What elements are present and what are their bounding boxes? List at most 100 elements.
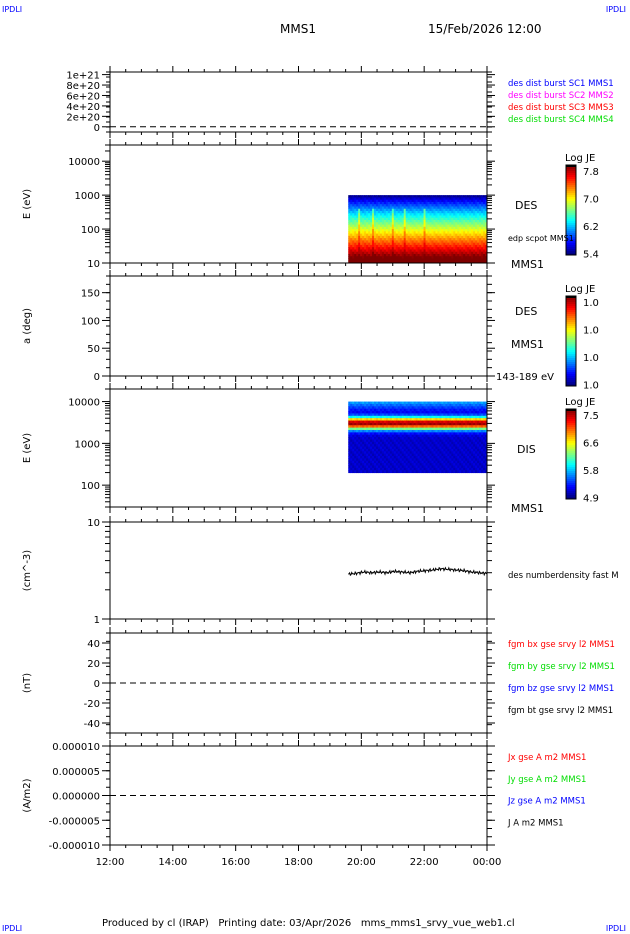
spectrogram-cell [389,208,393,212]
spectrogram-cell [447,235,450,239]
spectrogram-cell [352,251,355,255]
spectrogram-cell [483,453,486,457]
spectrogram-cell [439,458,442,462]
spectrogram-cell [467,425,470,429]
spectrogram-cell [479,215,482,219]
spectrogram-cell [354,403,357,407]
instrument-label: DES [515,305,537,318]
spectrogram-cell [447,201,450,205]
spectrogram-cell [407,238,411,241]
spectrogram-cell [483,456,486,459]
spectrogram-cell [425,229,429,232]
spectrogram-cell [397,258,401,262]
spectrogram-cell [403,408,407,412]
spectrogram-cell [354,451,357,455]
spectrogram-cell [409,260,413,264]
spectrogram-cell [399,448,403,452]
spectrogram-cell [481,441,484,445]
spectrogram-cell [429,408,432,412]
spectrogram-cell [459,411,462,414]
spectrogram-cell [415,215,419,219]
spectrogram-cell [354,240,357,244]
spectrogram-cell [385,408,389,412]
spectrogram-cell [407,208,411,212]
spectrogram-cell [435,448,438,452]
spectrogram-cell [379,210,383,214]
spectrogram-cell [362,222,365,226]
spectrogram-cell [348,208,351,212]
spectrogram-cell [475,439,478,443]
spectrogram-cell [370,403,373,407]
spectrogram-cell [455,244,458,248]
spectrogram-cell [375,231,379,235]
spectrogram-cell [379,201,383,205]
spectrogram-cell [453,238,456,241]
spectrogram-cell [469,256,472,259]
spectrogram-cell [370,418,373,422]
colorbar-title: Log JE [565,284,595,295]
spectrogram-cell [465,242,468,246]
spectrogram-cell [445,411,448,414]
spectrogram-cell [483,425,486,429]
spectrogram-cell [465,213,468,216]
spectrogram-cell [411,208,415,212]
spectrogram-cell [457,240,460,244]
spectrogram-cell [459,226,462,230]
spectrogram-cell [455,240,458,244]
spectrogram-cell [435,403,438,407]
spectrogram-cell [411,240,415,244]
spectrogram-cell [374,418,377,422]
spectrogram-cell [383,427,387,431]
spectrogram-cell [417,215,421,219]
spectrogram-cell [397,425,401,429]
spectrogram-cell [483,249,486,253]
spectrogram-cell [415,408,419,412]
spectrogram-cell [352,425,355,429]
spectrogram-cell [453,256,456,259]
spectrogram-cell [377,206,381,210]
spectrogram-cell [471,215,474,219]
spectrogram-cell [463,448,466,452]
spectrogram-cell [348,427,351,431]
spectrogram-cell [443,197,446,201]
spectrogram-cell [368,420,371,424]
spectrogram-cell [348,415,351,419]
spectrogram-cell [481,403,484,407]
corner-label: IPDLI [605,5,626,14]
spectrogram-cell [379,432,383,436]
spectrogram-cell [350,448,353,452]
spectrogram-cell [393,222,397,226]
spectrogram-cell [413,470,417,474]
spectrogram-cell [425,401,429,405]
spectrogram-cell [411,260,415,264]
spectrogram-cell [443,401,446,405]
spectrogram-cell [403,206,407,210]
y-tick-label: 6e+20 [66,91,100,102]
spectrogram-cell [393,229,397,232]
spectrogram-cell [403,470,407,474]
spectrogram-cell [481,406,484,410]
spectrogram-cell [407,413,411,417]
spectrogram-cell [421,220,425,223]
spectrogram-cell [362,456,365,459]
colorbar-segment [566,167,576,170]
spectrogram-cell [362,406,365,410]
colorbar-segment [566,314,576,317]
spectrogram-cell [421,229,425,232]
y-tick-label: 1000 [75,439,100,450]
y-tick-label: 20 [87,659,100,670]
spectrogram-cell [433,247,436,250]
spectrogram-cell [387,425,391,429]
spectrogram-cell [379,260,383,264]
spectrogram-cell [415,199,419,203]
spectrogram-cell [443,427,446,431]
spectrogram-cell [395,463,399,466]
spectrogram-cell [435,470,438,474]
spectrogram-cell [354,258,357,262]
spectrogram-cell [358,418,361,422]
spectrogram-cell [362,224,365,228]
spectrogram-cell [445,439,448,443]
spectrogram-cell [419,463,423,466]
spectrogram-cell [413,465,417,469]
spectrogram-cell [374,256,377,259]
